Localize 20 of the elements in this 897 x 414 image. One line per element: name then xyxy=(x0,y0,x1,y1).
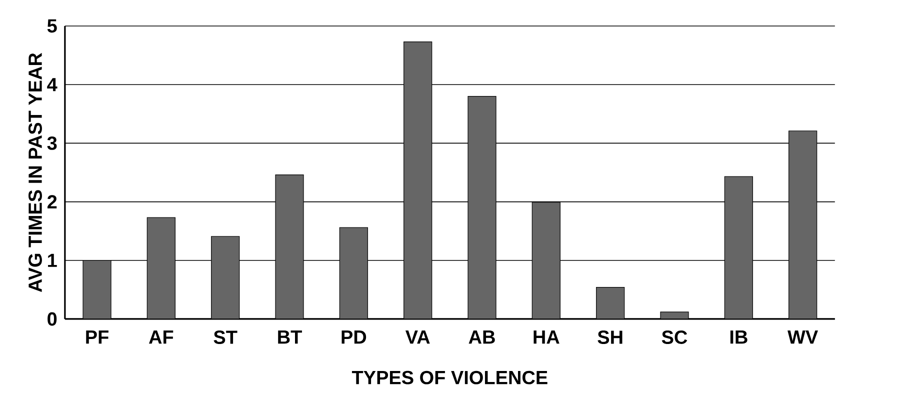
x-tick-label: VA xyxy=(405,330,430,344)
y-tick-label: 1 xyxy=(48,254,57,267)
x-tick-label: SH xyxy=(598,330,622,344)
x-tick-label: PF xyxy=(86,330,108,344)
y-tick-label: 5 xyxy=(47,19,57,33)
y-axis-title: AVG TIMES IN PAST YEAR xyxy=(28,52,42,292)
y-tick-label: 2 xyxy=(47,195,57,208)
x-tick-label: HA xyxy=(534,330,560,344)
x-tick-label: WV xyxy=(788,330,818,344)
y-tick-label: 3 xyxy=(47,136,57,150)
y-tick-label: 4 xyxy=(47,78,58,92)
x-tick-label: BT xyxy=(278,330,302,344)
x-tick-label: AB xyxy=(468,330,495,344)
x-tick-label: SC xyxy=(662,330,688,344)
y-tick-label: 0 xyxy=(48,312,57,326)
x-tick-label: ST xyxy=(214,330,238,344)
x-tick-label: IB xyxy=(730,330,748,344)
x-tick-label: AF xyxy=(148,330,174,344)
x-axis-title: TYPES OF VIOLENCE xyxy=(352,370,548,384)
x-tick-label: PD xyxy=(342,330,366,344)
